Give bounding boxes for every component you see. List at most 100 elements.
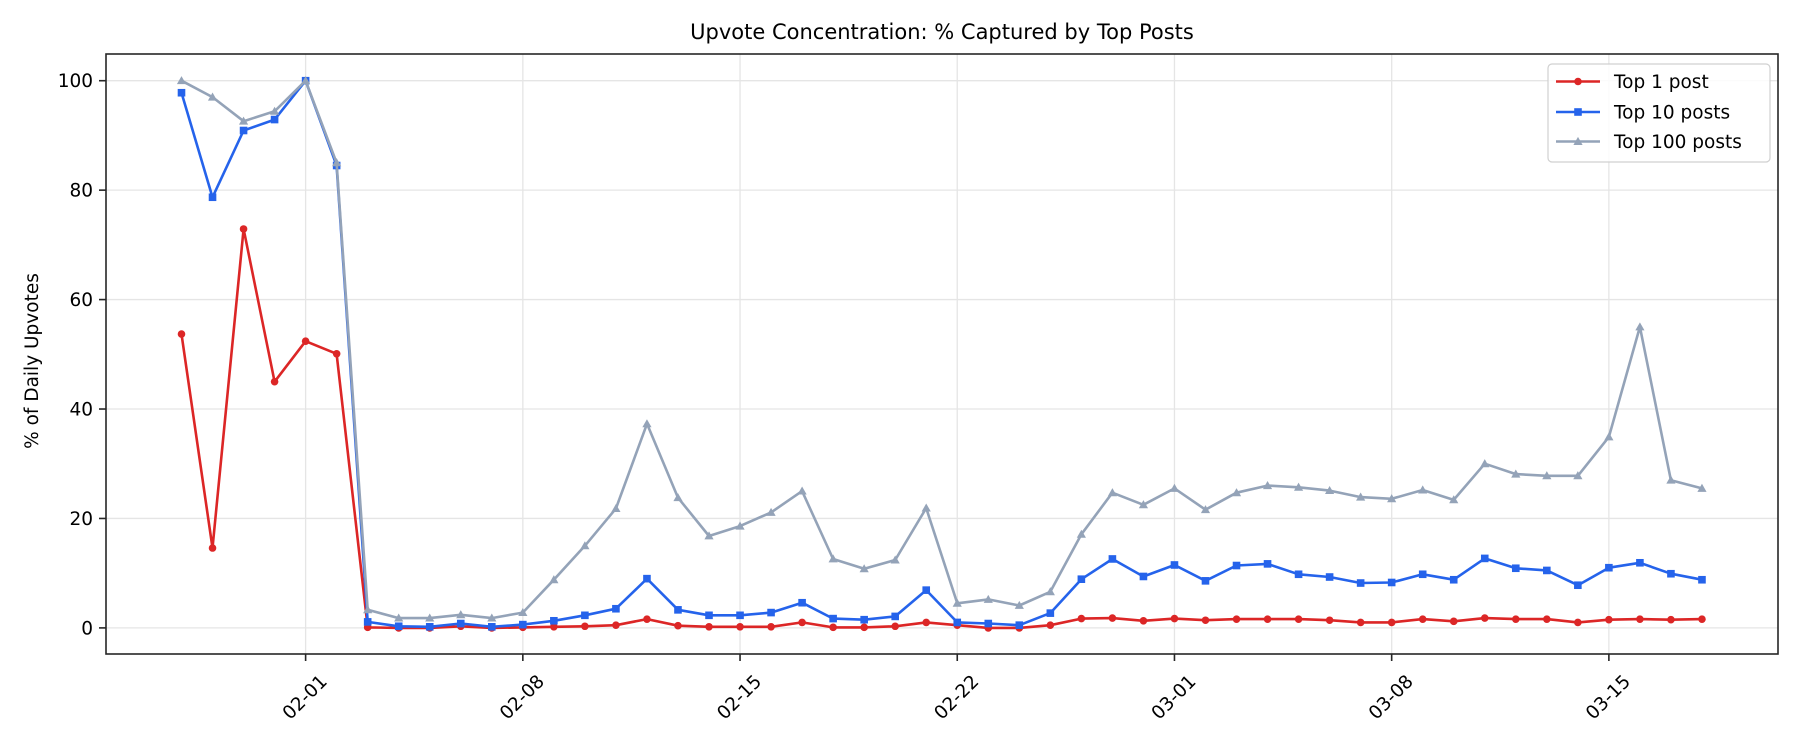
- data-point: [1231, 488, 1242, 497]
- data-point: [1387, 494, 1397, 503]
- data-point: [952, 598, 962, 607]
- plot-frame: [105, 53, 1779, 655]
- data-point: [735, 521, 745, 530]
- data-point: [643, 574, 651, 583]
- data-point: [1108, 614, 1117, 622]
- data-point: [1418, 570, 1427, 579]
- y-axis-label: % of Daily Upvotes: [22, 273, 43, 449]
- data-point: [301, 76, 311, 85]
- data-point: [922, 618, 931, 627]
- series-top-100-posts: [176, 76, 1707, 622]
- data-point: [611, 504, 621, 513]
- data-point: [518, 607, 528, 617]
- data-point: [1076, 529, 1086, 538]
- data-point: [1232, 561, 1241, 570]
- data-point: [581, 622, 589, 631]
- data-point: [1201, 616, 1210, 625]
- y-tick-label: 80: [69, 181, 93, 202]
- gridlines: [106, 54, 1778, 654]
- x-tick-label: 03-15: [1582, 671, 1635, 724]
- data-point: [1605, 615, 1613, 624]
- data-point: [487, 613, 497, 622]
- x-tick-label: 03-08: [1365, 671, 1418, 724]
- data-point: [269, 106, 280, 115]
- legend-marker-icon: [1574, 77, 1582, 86]
- data-point: [1543, 615, 1551, 623]
- data-point: [208, 193, 217, 202]
- data-point: [1667, 569, 1675, 578]
- data-point: [456, 610, 466, 619]
- data-point: [829, 614, 837, 623]
- data-point: [301, 337, 310, 345]
- x-tick-label: 02-15: [713, 671, 766, 724]
- legend-label: Top 10 posts: [1613, 103, 1730, 124]
- legend: Top 1 post Top 10 posts Top 100 posts: [1547, 63, 1771, 163]
- data-point: [1045, 587, 1055, 596]
- legend-label: Top 100 posts: [1613, 132, 1742, 153]
- data-point: [736, 611, 744, 620]
- data-point: [1046, 609, 1055, 617]
- data-point: [1574, 618, 1582, 627]
- data-point: [1636, 615, 1644, 623]
- series-line: [180, 227, 1703, 630]
- data-point: [1046, 621, 1055, 629]
- data-point: [239, 225, 248, 233]
- data-point: [549, 575, 559, 584]
- data-point: [1698, 575, 1706, 584]
- data-point: [1169, 483, 1180, 492]
- data-point: [519, 620, 527, 629]
- data-point: [177, 330, 186, 338]
- y-tick-label: 20: [69, 509, 93, 530]
- data-point: [1263, 615, 1272, 623]
- data-point: [207, 92, 218, 101]
- legend-label: Top 1 post: [1613, 72, 1709, 93]
- y-tick-label: 60: [69, 290, 93, 311]
- data-point: [1511, 469, 1521, 478]
- data-point: [921, 503, 931, 512]
- data-point: [983, 594, 993, 603]
- data-point: [332, 158, 342, 167]
- data-point: [704, 531, 714, 540]
- y-tick-label: 0: [81, 618, 93, 639]
- data-point: [642, 419, 652, 428]
- data-point: [1015, 621, 1024, 629]
- data-point: [1449, 495, 1459, 504]
- legend-box: [1547, 63, 1771, 163]
- data-point: [859, 564, 869, 573]
- data-point: [581, 611, 589, 620]
- data-point: [1201, 577, 1210, 585]
- data-point: [953, 618, 962, 627]
- data-point: [456, 619, 465, 628]
- data-point: [860, 623, 868, 632]
- series-line: [180, 79, 1703, 620]
- data-point: [1325, 485, 1335, 495]
- data-point: [1387, 578, 1396, 587]
- data-point: [1108, 555, 1117, 563]
- data-point: [425, 613, 435, 622]
- data-point: [1294, 570, 1303, 579]
- data-point: [1573, 471, 1583, 480]
- y-tick-label: 40: [69, 400, 93, 421]
- legend-item: Top 1 post: [1556, 72, 1709, 93]
- data-point: [1666, 475, 1676, 484]
- data-point: [798, 618, 806, 627]
- data-point: [612, 621, 620, 629]
- data-point: [1387, 618, 1396, 627]
- data-point: [177, 88, 186, 97]
- data-point: [736, 623, 744, 631]
- data-point: [984, 619, 993, 628]
- data-point: [1667, 615, 1675, 624]
- data-point: [394, 622, 403, 631]
- data-point: [612, 604, 620, 613]
- data-point: [239, 126, 248, 135]
- data-point: [674, 606, 682, 614]
- data-point: [394, 613, 404, 622]
- data-point: [828, 554, 838, 563]
- data-point: [1356, 618, 1365, 627]
- data-point: [1480, 459, 1490, 468]
- data-point: [922, 586, 931, 594]
- data-point: [1325, 573, 1334, 581]
- data-point: [1574, 581, 1582, 590]
- data-point: [363, 618, 372, 626]
- data-point: [1325, 616, 1334, 625]
